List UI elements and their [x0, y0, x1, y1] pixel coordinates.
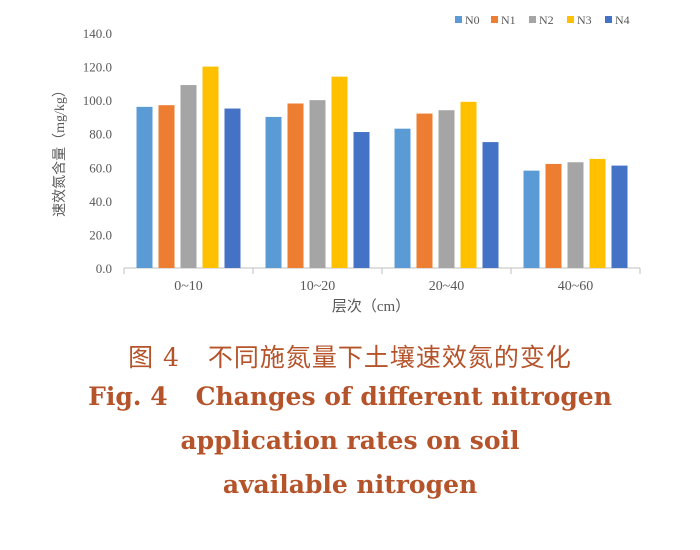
bar-n4-3	[611, 165, 628, 268]
legend-label-n2: N2	[539, 13, 554, 27]
bar-n1-3	[545, 163, 562, 268]
y-tick-label: 140.0	[83, 26, 112, 41]
bar-n3-3	[589, 158, 606, 268]
legend-swatch-n3	[567, 16, 574, 23]
x-tick-label: 20~40	[429, 279, 465, 294]
legend-label-n1: N1	[501, 13, 516, 27]
x-axis-ticks: 0~10 10~20 20~40 40~60	[123, 268, 641, 294]
bar-n1-0	[158, 105, 175, 268]
bar-chart: 速效氮含量（mg/kg） 0.0 20.0 40.0 60.0 80.0 100.0 120…	[52, 13, 641, 315]
y-tick-label: 0.0	[96, 261, 112, 276]
x-axis-label: 层次（cm）	[332, 298, 410, 315]
bar-n4-2	[482, 142, 499, 268]
caption-en-text-1: Changes of different nitrogen	[195, 382, 612, 411]
legend-label-n0: N0	[465, 13, 480, 27]
bar-n0-0	[136, 106, 153, 268]
caption-cn-label: 图 4	[128, 343, 180, 372]
y-axis-ticks: 0.0 20.0 40.0 60.0 80.0 100.0 120.0 140.0	[83, 26, 112, 276]
x-tick-label: 40~60	[558, 279, 594, 294]
y-tick-label: 80.0	[89, 127, 112, 142]
bar-n1-1	[287, 103, 304, 268]
caption-english-line-2: application rates on soil	[180, 426, 520, 455]
legend-label-n4: N4	[615, 13, 630, 27]
caption-english-line-1: Fig. 4 Changes of different nitrogen	[0, 382, 700, 411]
x-tick-label: 0~10	[174, 279, 203, 294]
bar-n0-2	[394, 128, 411, 268]
bar-n0-3	[523, 170, 540, 268]
bar-n3-1	[331, 76, 348, 269]
caption-cn-text: 不同施氮量下土壤速效氮的变化	[207, 343, 572, 372]
bar-n3-0	[202, 66, 219, 268]
y-tick-label: 120.0	[83, 60, 112, 75]
bar-n0-1	[265, 116, 282, 268]
caption-chinese: 图 4 不同施氮量下土壤速效氮的变化	[0, 338, 700, 374]
bar-n3-2	[460, 101, 477, 268]
bar-n2-0	[180, 85, 197, 269]
y-axis-title: 速效氮含量（mg/kg）	[52, 83, 68, 217]
y-tick-label: 40.0	[89, 194, 112, 209]
legend-swatch-n1	[491, 16, 498, 23]
bar-n2-3	[567, 162, 584, 268]
legend-swatch-n0	[455, 16, 462, 23]
y-tick-label: 20.0	[89, 227, 112, 242]
legend-label-n3: N3	[577, 13, 592, 27]
bar-n1-2	[416, 113, 433, 268]
caption-english-line-3: available nitrogen	[222, 470, 478, 499]
bars	[136, 66, 628, 269]
bar-n4-0	[224, 108, 241, 269]
bar-n2-2	[438, 110, 455, 268]
bar-n2-1	[309, 100, 326, 269]
legend-swatch-n2	[529, 16, 536, 23]
x-tick-label: 10~20	[300, 279, 336, 294]
caption-en-label: Fig. 4	[88, 382, 168, 411]
legend-swatch-n4	[605, 16, 612, 23]
y-tick-label: 100.0	[83, 93, 112, 108]
legend: N0 N1 N2 N3 N4	[455, 13, 630, 27]
y-axis-label: 速效氮含量（mg/kg）	[52, 83, 68, 217]
y-tick-label: 60.0	[89, 160, 112, 175]
bar-n4-1	[353, 132, 370, 268]
